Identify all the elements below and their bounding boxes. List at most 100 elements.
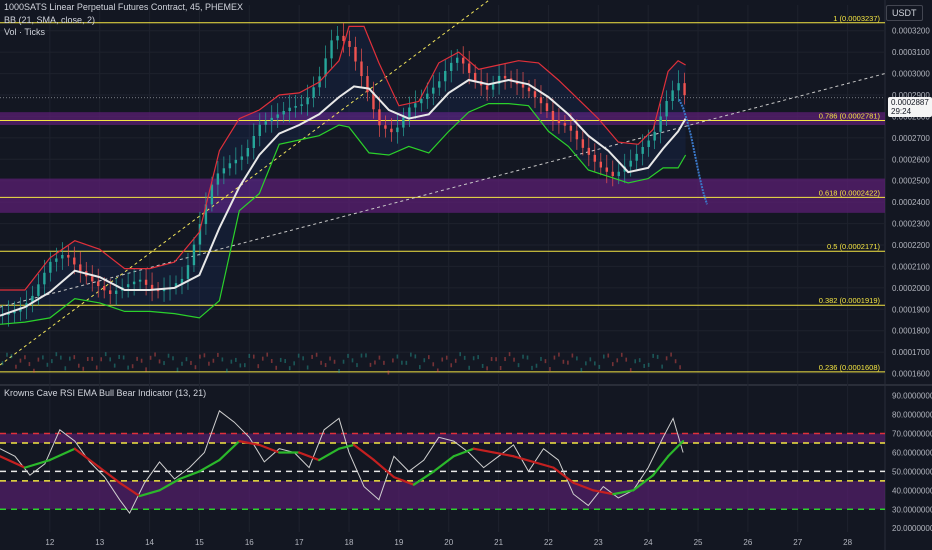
price-candle-body — [402, 117, 405, 128]
price-candle-body — [485, 85, 489, 90]
price-candle-body — [360, 61, 363, 77]
ema-segment — [98, 466, 121, 484]
ema-segment — [452, 447, 475, 458]
rsi-tick-label: 40.0000000 — [892, 486, 932, 495]
ema-segment — [337, 443, 356, 450]
price-candle-body — [354, 46, 357, 62]
x-tick-label: 16 — [245, 538, 254, 547]
price-tick-label: 0.0002200 — [892, 241, 930, 250]
rsi-line — [0, 409, 684, 515]
x-tick-label: 13 — [95, 538, 104, 547]
price-candle-body — [635, 153, 638, 161]
fib-level-label: 0.618 (0.0002422) — [819, 188, 881, 197]
rsi-tick-label: 60.0000000 — [892, 448, 932, 457]
fib-level-label: 0.382 (0.0001919) — [819, 296, 881, 305]
price-candle-body — [539, 97, 543, 104]
ema-segment — [352, 443, 376, 462]
bb-basis-line — [0, 78, 687, 317]
rsi-indicator-label[interactable]: Krowns Cave RSI EMA Bull Bear Indicator … — [4, 388, 207, 398]
ema-segment — [298, 451, 321, 462]
price-candle-body — [533, 91, 537, 98]
price-candle-body — [629, 160, 632, 167]
price-candle-body — [593, 154, 597, 162]
price-candle-body — [611, 171, 614, 177]
ema-segment — [23, 458, 51, 469]
price-candle-body — [348, 41, 351, 47]
price-candle-body — [378, 109, 381, 126]
trend-line — [0, 0, 491, 366]
price-candle-body — [222, 168, 226, 174]
price-tick-label: 0.0003200 — [892, 27, 930, 36]
price-candle-body — [683, 83, 686, 96]
price-candle-body — [587, 147, 591, 155]
ema-segment — [138, 489, 161, 498]
price-candle-body — [258, 124, 261, 136]
price-candle-body — [617, 171, 620, 177]
price-candle-body — [461, 57, 465, 64]
ema-segment — [48, 447, 76, 462]
volume-indicator-label[interactable]: Vol · Ticks — [4, 27, 46, 37]
currency-selector[interactable]: USDT — [886, 5, 923, 21]
ema-segment — [472, 447, 495, 454]
price-candle-body — [264, 121, 267, 125]
price-candle-body — [647, 140, 650, 147]
price-candle-body — [91, 276, 94, 282]
price-candle-body — [174, 283, 178, 288]
price-candle-body — [138, 279, 142, 282]
price-candle-body — [503, 75, 507, 79]
price-tick-label: 0.0002100 — [892, 262, 930, 271]
price-candle-body — [575, 130, 579, 140]
price-tick-label: 0.0002700 — [892, 134, 930, 143]
price-candle-body — [162, 289, 166, 292]
ema-segment — [218, 440, 241, 462]
ema-segment — [198, 458, 221, 473]
ema-segment — [652, 455, 670, 477]
price-tick-label: 0.0001600 — [892, 370, 930, 379]
price-candle-body — [300, 104, 303, 106]
price-candle-body — [521, 84, 525, 88]
x-tick-label: 25 — [694, 538, 703, 547]
price-candle-body — [306, 97, 309, 105]
x-tick-label: 26 — [743, 538, 752, 547]
ema-segment — [158, 477, 181, 492]
ema-segment — [552, 466, 575, 484]
price-candle-body — [270, 117, 273, 122]
price-candle-body — [97, 281, 100, 287]
ema-segment — [667, 440, 685, 458]
price-tick-label: 0.0002600 — [892, 155, 930, 164]
price-candle-body — [641, 147, 644, 154]
current-price-badge: 0.0002887 29:24 — [888, 97, 932, 117]
bb-indicator-label[interactable]: BB (21, SMA, close, 2) — [4, 15, 96, 25]
price-candle-body — [665, 101, 668, 117]
price-candle-body — [456, 57, 459, 63]
price-candle-body — [677, 83, 680, 91]
ema-segment — [73, 447, 101, 469]
ema-segment — [592, 489, 615, 496]
rsi-zone — [0, 480, 885, 510]
ema-segment — [512, 455, 535, 464]
fib-level-label: 0.5 (0.0002171) — [827, 242, 880, 251]
fib-level-label: 1 (0.0003237) — [833, 14, 880, 23]
x-tick-label: 21 — [494, 538, 503, 547]
price-candle-body — [581, 139, 585, 148]
price-candle-body — [557, 119, 561, 124]
x-tick-label: 24 — [644, 538, 653, 547]
price-candle-body — [114, 290, 118, 294]
price-tick-label: 0.0001900 — [892, 305, 930, 314]
price-candle-body — [204, 204, 208, 225]
rsi-tick-label: 50.0000000 — [892, 467, 932, 476]
price-candle-body — [61, 255, 64, 259]
ema-segment — [412, 470, 435, 486]
price-candle-body — [144, 279, 148, 285]
price-candle-body — [276, 114, 279, 118]
x-tick-label: 18 — [345, 538, 354, 547]
price-candle-body — [450, 62, 453, 71]
price-candle-body — [545, 103, 549, 111]
price-projection-line — [678, 98, 708, 205]
ema-segment — [392, 475, 415, 486]
ema-segment — [118, 481, 141, 498]
price-candle-body — [49, 261, 52, 273]
ema-segment — [0, 455, 27, 469]
fib-level-label: 0.786 (0.0002781) — [819, 112, 881, 121]
